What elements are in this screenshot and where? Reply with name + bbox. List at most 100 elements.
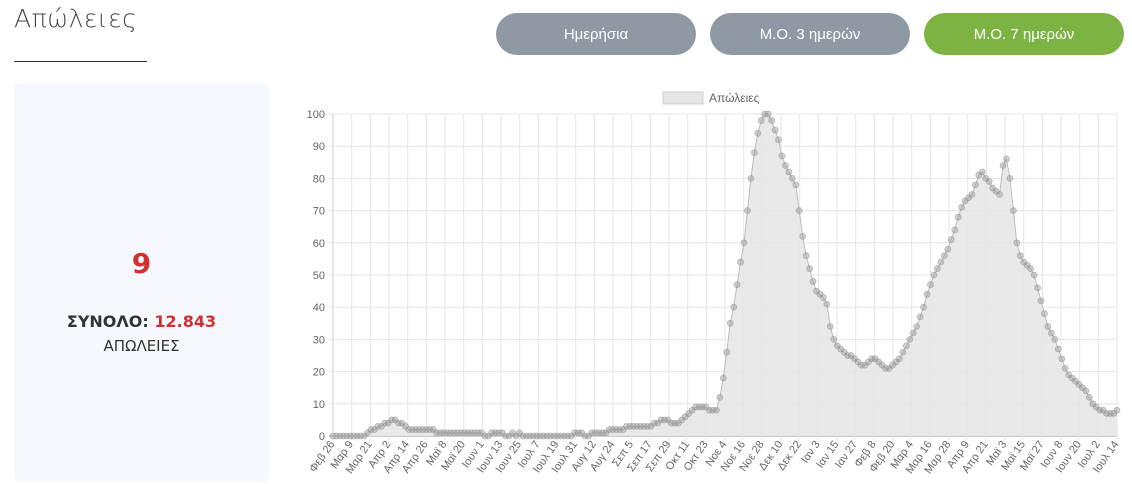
data-point (709, 406, 717, 414)
data-point (747, 175, 755, 182)
data-point (412, 426, 420, 433)
data-point (491, 429, 499, 437)
y-tick-label: 90 (313, 141, 325, 153)
data-point (668, 419, 675, 427)
data-point (519, 432, 527, 440)
data-point (1027, 265, 1035, 272)
data-point (771, 126, 779, 134)
data-point (595, 429, 603, 437)
data-point (826, 323, 834, 330)
data-point (605, 426, 613, 433)
data-point (657, 416, 665, 424)
data-point (443, 429, 451, 437)
data-point (830, 335, 838, 343)
data-point (750, 149, 758, 157)
data-point (661, 416, 668, 424)
data-point (560, 432, 568, 440)
data-point (550, 432, 558, 440)
data-point (395, 419, 403, 427)
data-point (999, 162, 1007, 169)
data-point (899, 348, 907, 356)
data-point (820, 294, 827, 301)
data-point (792, 181, 800, 189)
data-point (529, 432, 537, 440)
data-point (712, 406, 720, 414)
summary-caption: ΑΠΩΛΕΙΕΣ (103, 337, 180, 355)
title-underline (14, 61, 147, 62)
data-point (754, 129, 762, 137)
data-point (764, 110, 772, 118)
data-point (723, 348, 731, 356)
y-tick-label: 80 (313, 173, 325, 185)
data-point (1047, 329, 1055, 337)
y-tick-label: 40 (313, 302, 325, 314)
legend-label: Απώλειες (709, 91, 760, 105)
data-point (782, 162, 789, 169)
data-point (474, 429, 482, 437)
data-point (554, 432, 561, 440)
data-point (902, 342, 910, 350)
data-point (616, 426, 624, 433)
avg-3-days-button[interactable]: Μ.Ο. 3 ημερών (710, 13, 910, 55)
data-point (350, 432, 358, 440)
data-point (940, 252, 948, 260)
data-point (1082, 387, 1090, 395)
page-title: Απώλειες (14, 4, 138, 33)
data-point (547, 432, 554, 440)
data-point (571, 429, 579, 437)
data-point (374, 422, 382, 430)
data-point (1061, 364, 1069, 372)
data-point (1096, 406, 1104, 414)
data-point (916, 313, 924, 321)
data-point (913, 323, 921, 330)
y-tick-label: 30 (313, 334, 325, 346)
series-area (333, 114, 1117, 436)
data-point (927, 281, 934, 289)
data-point (650, 419, 658, 427)
data-point (433, 429, 441, 437)
data-point (954, 213, 962, 221)
data-point (726, 319, 734, 327)
data-point (1013, 239, 1021, 247)
y-tick-label: 100 (307, 109, 325, 121)
data-point (422, 426, 430, 433)
data-point (896, 355, 903, 363)
data-point (978, 168, 986, 176)
data-point (806, 265, 814, 272)
data-point (533, 432, 541, 440)
data-point (795, 207, 803, 214)
data-point (775, 136, 782, 144)
data-point (557, 432, 565, 440)
y-tick-label: 0 (319, 431, 325, 443)
data-point (453, 429, 461, 437)
data-point (415, 426, 423, 433)
data-point (450, 429, 458, 437)
data-point (868, 355, 876, 363)
y-tick-label: 10 (313, 399, 325, 411)
data-point (609, 426, 617, 433)
total-line: ΣΥΝΟΛΟ: 12.843 (14, 312, 269, 331)
data-point (405, 426, 413, 433)
latest-value: 9 (131, 247, 152, 280)
data-point (730, 303, 738, 311)
data-point (540, 432, 548, 440)
avg-7-days-button[interactable]: Μ.Ο. 7 ημερών (924, 13, 1124, 55)
data-point (536, 432, 544, 440)
data-point (809, 278, 817, 285)
data-point (923, 290, 931, 298)
data-point (419, 426, 427, 433)
data-point (944, 245, 952, 253)
data-point (581, 432, 589, 440)
data-point (460, 429, 468, 437)
data-point (426, 426, 434, 433)
data-point (1006, 175, 1014, 182)
total-value: 12.843 (154, 312, 217, 331)
data-point (1058, 355, 1066, 363)
data-point (1009, 207, 1017, 214)
data-point (592, 429, 599, 437)
data-point (947, 236, 955, 243)
daily-button[interactable]: Ημερήσια (496, 13, 696, 55)
data-point (471, 429, 479, 437)
data-point (1051, 335, 1059, 343)
